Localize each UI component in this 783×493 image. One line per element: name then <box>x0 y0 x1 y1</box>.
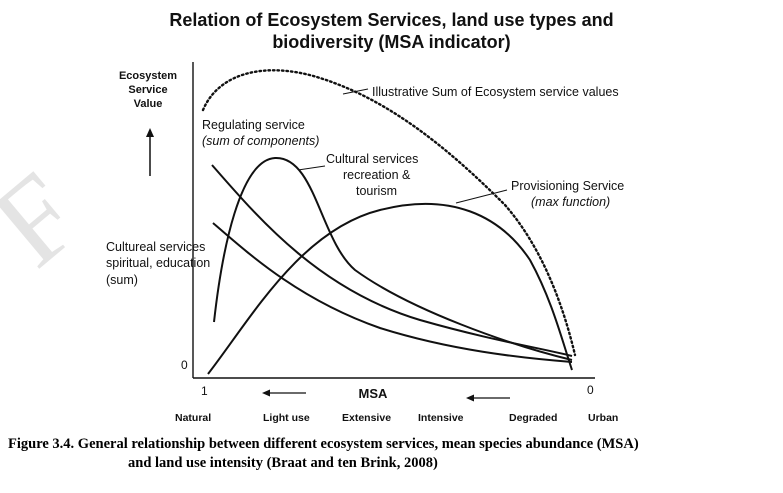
label-regulating-line2: (sum of components) <box>202 134 319 148</box>
label-cultural-recreation-line3: tourism <box>356 184 397 198</box>
y-axis-label-line3: Value <box>134 98 163 110</box>
curve-cultural-spiritual <box>212 222 573 363</box>
figure-caption-line2: and land use intensity (Braat and ten Br… <box>128 455 438 471</box>
leader-provisioning <box>455 189 508 204</box>
figure-caption-line1: Figure 3.4. General relationship between… <box>8 436 639 452</box>
category-urban: Urban <box>588 412 618 424</box>
leader-sum <box>342 88 369 95</box>
category-degraded: Degraded <box>509 412 557 424</box>
diagram-title-line2: biodiversity (MSA indicator) <box>272 32 511 52</box>
curve-illustrative-sum <box>201 69 577 357</box>
y-axis-up-arrowhead <box>146 128 154 137</box>
curve-regulating-service <box>211 164 573 357</box>
msa-arrow-left-head <box>262 389 270 397</box>
label-cultural-spiritual-line3: (sum) <box>106 273 138 287</box>
label-provisioning-line2: (max function) <box>531 195 610 209</box>
category-intensive: Intensive <box>418 412 464 424</box>
x-axis-end: 0 <box>587 383 594 397</box>
msa-arrow-right-head <box>466 394 474 402</box>
curve-provisioning-service <box>207 202 573 375</box>
label-provisioning-line1: Provisioning Service <box>511 179 624 193</box>
label-illustrative-sum: Illustrative Sum of Ecosystem service va… <box>372 85 619 99</box>
label-regulating-line1: Regulating service <box>202 118 305 132</box>
y-axis-label-line1: Ecosystem <box>119 70 177 82</box>
x-axis-label: MSA <box>359 386 389 401</box>
category-extensive: Extensive <box>342 412 391 424</box>
curve-cultural-recreation <box>213 156 573 361</box>
label-cultural-spiritual-line1: Cultureal services <box>106 240 205 254</box>
y-axis-label-line2: Service <box>128 84 167 96</box>
y-axis-zero: 0 <box>181 358 188 372</box>
leader-cultural-recreation <box>297 165 326 171</box>
x-axis-start: 1 <box>201 384 208 398</box>
label-cultural-recreation-line1: Cultural services <box>326 152 418 166</box>
category-natural: Natural <box>175 412 211 424</box>
label-cultural-recreation-line2: recreation & <box>343 168 411 182</box>
diagram-title-line1: Relation of Ecosystem Services, land use… <box>169 10 614 30</box>
category-light-use: Light use <box>263 412 310 424</box>
label-cultural-spiritual-line2: spiritual, education <box>106 256 210 270</box>
